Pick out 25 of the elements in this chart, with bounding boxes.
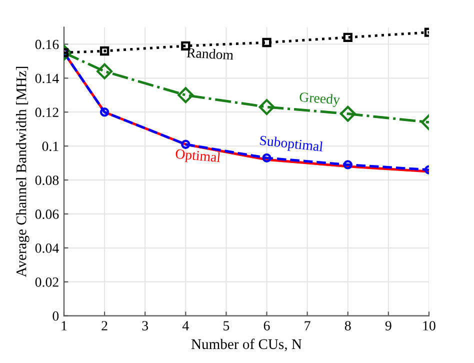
series-label: Random [186, 48, 234, 60]
x-tick-label: 4 [182, 321, 189, 330]
y-axis-title: Average Channel Bandwidth [MHz] [16, 66, 30, 278]
y-tick-label: 0.14 [35, 74, 59, 84]
x-tick-label: 2 [102, 321, 108, 330]
y-tick-label: 0.08 [35, 176, 59, 186]
y-tick-label: 0.1 [42, 142, 58, 152]
x-tick-label: 8 [344, 321, 351, 330]
y-tick-label: 0.02 [35, 277, 58, 287]
text: Suboptimal [260, 135, 324, 154]
y-tick-label: 0.16 [35, 40, 59, 50]
x-tick-label: 7 [304, 321, 310, 330]
y-tick-label: 0.04 [35, 243, 59, 253]
x-tick-label: 6 [264, 321, 270, 330]
x-tick-label: 9 [385, 321, 392, 330]
y-tick-label: 0.12 [35, 108, 58, 118]
x-tick-label: 5 [224, 321, 230, 330]
y-tick-label: 0 [52, 311, 59, 321]
series-label: Greedy [299, 92, 340, 108]
x-tick-label: 1 [62, 321, 67, 330]
x-axis-title: Number of CUs, N [191, 338, 302, 352]
y-tick-label: 0.06 [35, 210, 59, 219]
x-tick-label: 10 [423, 321, 436, 330]
series-label: Optimal [175, 148, 221, 166]
x-tick-label: 3 [142, 321, 148, 330]
